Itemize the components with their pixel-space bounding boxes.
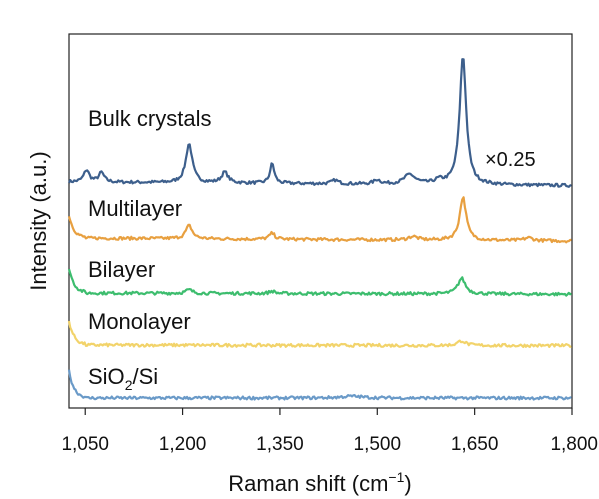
- series-label-5: SiO2/Si: [88, 364, 158, 393]
- plot-frame: [68, 33, 573, 409]
- spectra-group: [67, 58, 572, 401]
- series-labels-group: Bulk crystals Multilayer Bilayer Monolayer S…: [88, 106, 211, 393]
- spectrum-line-2: [67, 196, 572, 244]
- spectrum-line-1: [68, 58, 572, 188]
- series-label-2: Multilayer: [88, 196, 182, 221]
- spectrum-line-3: [67, 268, 572, 297]
- x-tick-label-6: 1,800: [550, 434, 598, 455]
- scale-annotation: ×0.25: [485, 149, 536, 171]
- x-ticks-group: 1,050 1,200 1,350 1,500 1,650 1,800: [61, 408, 598, 455]
- x-tick-label-3: 1,350: [256, 434, 304, 455]
- x-tick-label-1: 1,050: [61, 434, 109, 455]
- series-label-3: Bilayer: [88, 257, 155, 282]
- x-tick-label-5: 1,650: [451, 434, 499, 455]
- x-tick-label-4: 1,500: [354, 434, 402, 455]
- spectrum-line-5: [67, 369, 572, 401]
- spectrum-line-4: [67, 320, 572, 349]
- series-label-4: Monolayer: [88, 309, 191, 334]
- x-tick-label-2: 1,200: [159, 434, 207, 455]
- x-axis-label: Raman shift (cm−1): [228, 469, 411, 496]
- series-label-1: Bulk crystals: [88, 106, 211, 131]
- y-axis-label: Intensity (a.u.): [26, 151, 51, 290]
